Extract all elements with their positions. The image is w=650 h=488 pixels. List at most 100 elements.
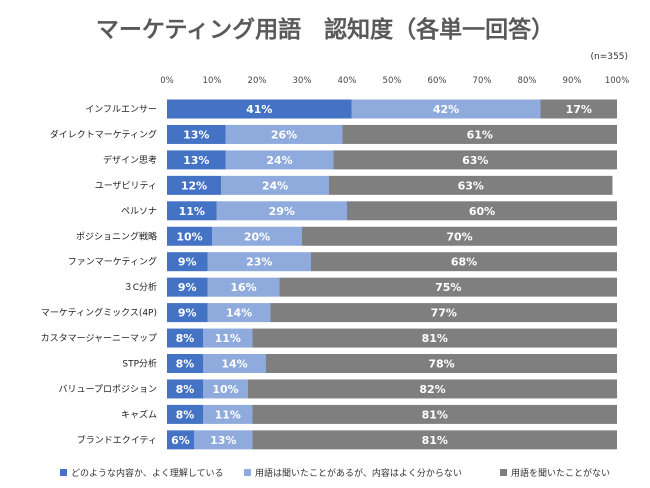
data-label: 17% [566, 103, 592, 116]
bar-segment [194, 430, 253, 450]
data-label: 14% [226, 307, 252, 320]
bar-segment [203, 404, 253, 424]
bar-segment [333, 150, 617, 170]
bar-segment [167, 379, 203, 399]
data-label: 13% [183, 128, 209, 141]
bar-segment [252, 430, 617, 450]
legend-label: 用語は聞いたことがあるが、内容はよく分からない [255, 469, 462, 479]
data-label: 81% [422, 434, 448, 447]
data-label: 16% [230, 281, 256, 294]
bar-segment [167, 354, 203, 373]
bar-segment [248, 379, 617, 399]
bar-segment [279, 277, 617, 297]
category-label: ペルソナ [121, 206, 157, 217]
bar-segment [329, 175, 613, 195]
bar-segment [225, 150, 334, 170]
category-label: バリュープロポジション [59, 384, 157, 395]
category-label: ポジショニング戦略 [76, 230, 157, 242]
data-label: 9% [178, 256, 197, 269]
bar-segment [347, 201, 617, 221]
bar-segment [311, 252, 617, 272]
bar-segment [167, 150, 226, 170]
legend-swatch [244, 469, 251, 476]
data-label: 8% [176, 358, 195, 371]
bar-segment [167, 303, 208, 323]
bar-segment [342, 124, 617, 144]
data-label: 68% [451, 256, 477, 269]
bar-segment [167, 175, 221, 195]
bar-segment [167, 201, 217, 221]
data-label: 63% [458, 179, 484, 192]
data-label: 11% [215, 332, 241, 345]
bar-segment [167, 124, 226, 144]
bar-segment [167, 277, 208, 297]
data-label: 75% [435, 281, 461, 294]
legend-item: 用語は聞いたことがあるが、内容はよく分からない [244, 466, 462, 479]
bar-segment [167, 430, 194, 450]
legend-swatch [60, 469, 67, 476]
category-label: ダイレクトマーケティング [50, 128, 157, 140]
data-label: 11% [215, 408, 241, 421]
x-tick-label: 30% [293, 76, 312, 86]
category-label: ブランドエクイティ [77, 434, 157, 446]
bar-segment [207, 277, 280, 297]
category-label: ファンマーケティング [68, 256, 157, 268]
bar-segment [302, 226, 617, 246]
legend-label: 用語を聞いたことがない [511, 469, 611, 479]
category-label: マーケティングミックス(4P) [41, 307, 157, 319]
bar-segment [203, 328, 253, 348]
data-label: 29% [269, 205, 295, 218]
data-label: 60% [469, 205, 495, 218]
bar-segment [212, 226, 302, 246]
bar-segment [221, 175, 329, 195]
bar-segment [167, 252, 208, 272]
category-label: ユーザビリティ [95, 180, 157, 191]
bar-segment [225, 124, 343, 144]
data-label: 24% [262, 179, 288, 192]
category-label: インフルエンサー [85, 104, 157, 115]
bar-segment [270, 303, 617, 323]
bar-segment [167, 328, 203, 348]
data-label: 6% [171, 434, 190, 447]
data-label: 81% [422, 332, 448, 345]
x-tick-label: 60% [428, 76, 447, 86]
legend-item: どのような内容か、よく理解している [60, 466, 224, 479]
bar-segment [167, 404, 203, 424]
legend-item: 用語を聞いたことがない [500, 466, 610, 479]
legend-swatch [500, 469, 507, 476]
category-label: STP分析 [122, 358, 157, 370]
bar-segment [167, 226, 212, 246]
data-label: 82% [419, 383, 445, 396]
data-label: 81% [422, 408, 448, 421]
bar-segment [216, 201, 347, 221]
category-label: キャズム [121, 408, 157, 420]
data-label: 13% [210, 434, 236, 447]
data-label: 77% [431, 307, 457, 320]
x-tick-label: 0% [160, 76, 174, 86]
data-label: 42% [433, 103, 459, 116]
data-label: 63% [462, 154, 488, 167]
data-label: 12% [181, 179, 207, 192]
category-label: ３C分析 [124, 281, 157, 293]
x-tick-label: 50% [383, 76, 402, 86]
bar-segment [203, 379, 248, 399]
chart-title: マーケティング用語 認知度（各単一回答） [95, 17, 555, 43]
data-label: 10% [176, 230, 202, 243]
data-label: 10% [212, 383, 238, 396]
bar-segment [207, 252, 311, 272]
bar-segment [252, 328, 617, 348]
data-label: 70% [446, 230, 472, 243]
data-label: 9% [178, 307, 197, 320]
category-label: カスタマージャーニーマップ [41, 333, 157, 344]
x-tick-label: 10% [203, 76, 222, 86]
data-label: 8% [176, 383, 195, 396]
data-label: 8% [176, 408, 195, 421]
x-tick-label: 20% [248, 76, 267, 86]
legend-label: どのような内容か、よく理解している [71, 469, 224, 479]
data-label: 78% [428, 358, 454, 371]
sample-size-note: (n=355) [590, 52, 628, 62]
bar-segment [167, 99, 352, 119]
bar-segment [266, 354, 617, 373]
data-label: 61% [467, 128, 493, 141]
